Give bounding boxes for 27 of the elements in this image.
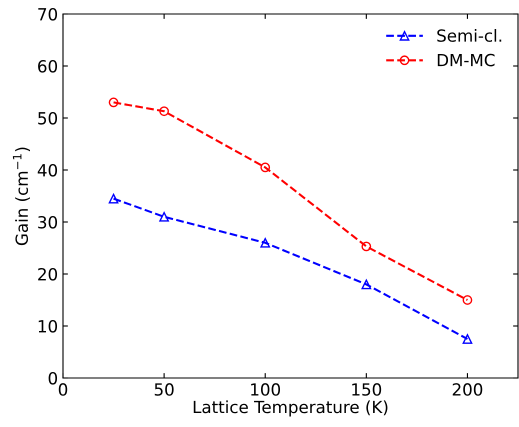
point: [159, 212, 169, 222]
x-tick-label: 200: [452, 383, 482, 396]
y-tick-label: 70: [38, 8, 58, 21]
point: [159, 106, 169, 116]
legend-label: DM-MC: [438, 54, 495, 66]
x-axis-title: Lattice Temperature (K): [194, 400, 388, 417]
y-tick-label: 60: [38, 60, 58, 73]
y-axis-title: Gain (cm$^{−1}$): [12, 148, 30, 246]
point: [260, 238, 270, 248]
y-tick-label: 10: [38, 320, 58, 333]
point: [108, 194, 118, 204]
point: [108, 98, 118, 108]
point: [462, 295, 472, 305]
x-tick-label: 50: [154, 383, 174, 396]
y-tick-label: 30: [38, 216, 58, 229]
point: [361, 242, 372, 252]
x-tick-label: 100: [251, 383, 280, 396]
y-tick-label: 40: [38, 164, 58, 177]
point: [260, 162, 270, 172]
y-tick-label: 50: [38, 112, 58, 125]
y-tick-label: 0: [48, 372, 58, 385]
point: [361, 280, 372, 290]
point: [462, 334, 472, 344]
x-tick-label: 0: [58, 383, 68, 396]
y-tick-label: 20: [38, 268, 58, 281]
legend-label: Semi-cl.: [437, 29, 502, 42]
x-tick-label: 150: [352, 383, 382, 396]
